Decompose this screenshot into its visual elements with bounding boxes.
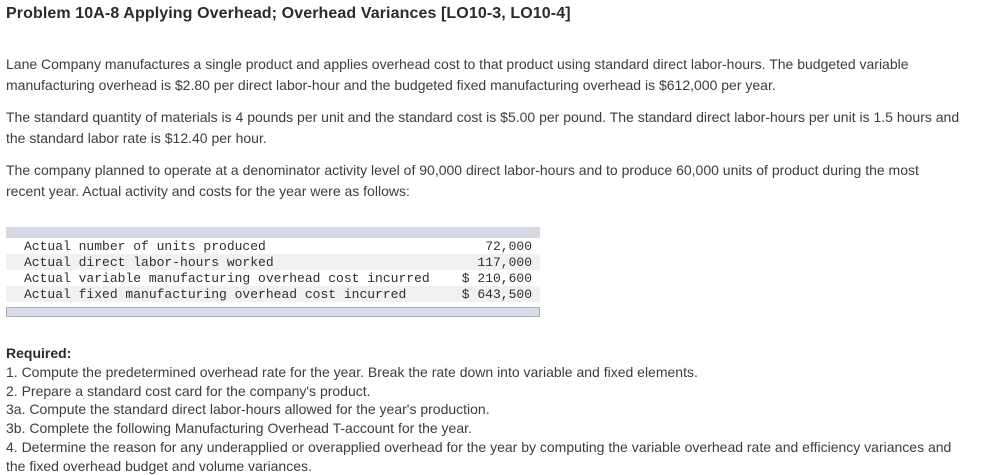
paragraph-standard-costs: The standard quantity of materials is 4 … <box>6 109 960 146</box>
paragraph-denominator-activity: The company planned to operate at a deno… <box>6 162 919 199</box>
row-value: $ 210,600 <box>461 270 532 286</box>
table-row: Actual number of units produced 72,000 <box>6 238 540 254</box>
table-top-strip <box>6 227 540 238</box>
actual-activity-table: Actual number of units produced 72,000 A… <box>6 227 540 317</box>
row-value: 117,000 <box>477 254 532 270</box>
required-item-3a: 3a. Compute the standard direct labor-ho… <box>6 401 490 418</box>
table-rows: Actual number of units produced 72,000 A… <box>6 238 540 302</box>
row-label: Actual number of units produced <box>24 238 266 254</box>
horizontal-scrollbar[interactable] <box>6 307 540 317</box>
row-label: Actual direct labor-hours worked <box>24 254 274 270</box>
row-value: $ 643,500 <box>461 286 532 302</box>
required-section: Required: 1. Compute the predetermined o… <box>6 344 960 475</box>
row-label: Actual fixed manufacturing overhead cost… <box>24 286 407 302</box>
row-value: 72,000 <box>485 238 532 254</box>
required-item-4: 4. Determine the reason for any underapp… <box>6 438 952 474</box>
table-row: Actual direct labor-hours worked 117,000 <box>6 254 540 270</box>
row-label: Actual variable manufacturing overhead c… <box>24 270 430 286</box>
required-item-1: 1. Compute the predetermined overhead ra… <box>6 364 698 380</box>
required-heading: Required: <box>6 345 72 361</box>
table-bottom-gap <box>6 302 540 307</box>
required-item-2: 2. Prepare a standard cost card for the … <box>6 382 371 399</box>
page-title: Problem 10A-8 Applying Overhead; Overhea… <box>6 5 571 22</box>
table-row: Actual variable manufacturing overhead c… <box>6 270 540 286</box>
table-row: Actual fixed manufacturing overhead cost… <box>6 286 540 302</box>
required-item-3b: 3b. Complete the following Manufacturing… <box>6 420 472 437</box>
intro-paragraph-overhead-rates: Lane Company manufactures a single produ… <box>6 56 909 93</box>
